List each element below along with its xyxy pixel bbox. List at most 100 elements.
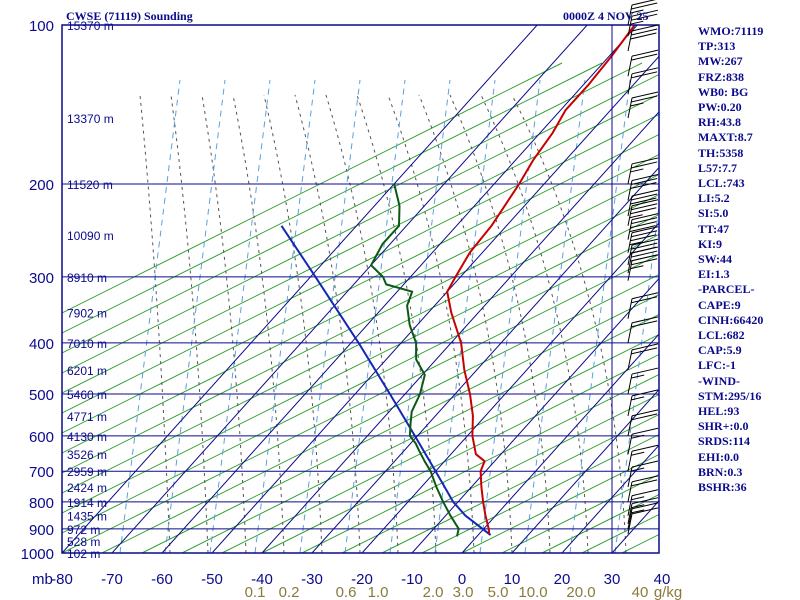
mixing-ratio-line [434,79,496,553]
mixing-ratio-label: 10.0 [518,584,547,600]
wind-barb-feather [631,230,658,238]
dry-adiabat-line [62,213,659,514]
isotherm-line [511,388,659,553]
stat-item: -WIND- [698,373,740,388]
wind-barb-feather [631,178,658,186]
stat-item: STM:295/16 [698,388,762,403]
wind-barb [627,508,633,529]
mixing-ratio-label: 1.0 [368,584,389,600]
height-label: 528 m [67,535,100,549]
isotherm-line [361,222,659,553]
stats-panel: WMO:71119 TP:313 MW:267 FRZ:838 WB0: BG PW:0.… [698,24,763,495]
stat-item: BRN:0.3 [698,464,743,479]
wind-barb [627,4,633,26]
wind-barb-feather [631,367,659,375]
wind-barb-feather [631,460,659,468]
wind-barb [627,349,633,370]
wind-barb-feather [631,67,659,75]
height-label: 15370 m [67,19,114,33]
wind-barb [627,395,633,417]
mixing-ratio-line [524,79,586,553]
wind-barb-feather [631,174,659,182]
wind-barb-feather [631,71,658,79]
wind-barb-feather [631,389,659,397]
wind-barb-feather [630,197,657,205]
stat-item: KI:9 [698,236,722,251]
wind-barb-feather [631,24,659,32]
stat-item: LCL:743 [698,176,745,191]
height-label: 8910 m [67,271,107,285]
stat-item: CAP:5.9 [698,343,742,358]
stat-item: RH:43.8 [698,115,741,130]
mixing-ratio-line [614,202,659,553]
moist-adiabat-line [480,94,589,553]
wind-barb [627,245,633,266]
dewpoint-trace [370,183,460,537]
dry-adiabat-line [62,153,659,454]
stat-item: EHI:0.0 [698,449,740,464]
height-label: 7902 m [67,306,107,320]
wind-barb [627,30,633,52]
wind-barb-half-feather [630,20,644,25]
wind-barb [627,434,633,455]
wind-barb-feather [631,91,659,99]
moist-adiabat-line [356,94,437,553]
mixing-ratio-line [164,79,226,553]
temperature-tick-label: -20 [351,571,373,588]
stat-item: BSHR:36 [698,480,747,495]
height-label: 1914 m [67,496,107,510]
mixing-ratio-line [389,79,451,553]
wind-barb-feather [630,207,657,215]
stat-item: LCL:682 [698,328,745,343]
stat-item: CINH:66420 [698,312,764,327]
stat-item: TH:5358 [698,145,744,160]
temperature-tick-label: -80 [51,571,73,588]
temperature-tick-label: 0 [458,571,466,588]
wind-barb [627,252,633,274]
height-label: 2959 m [67,465,107,479]
moist-adiabat-line [170,94,209,553]
wind-barb-half-feather [631,509,645,514]
stat-item: WMO:71119 [698,24,764,38]
wind-barb-half-feather [630,265,644,270]
stat-item: MW:267 [698,54,743,69]
isotherm-line [311,166,659,553]
wind-barb [627,415,633,436]
pressure-label: 200 [29,177,54,194]
wind-barb [627,232,633,253]
wind-barb-feather [631,479,658,487]
wind-barb-feather [631,161,658,169]
dry-adiabat-line [62,193,659,494]
wind-barb-feather [631,502,659,510]
wind-barb-feather [631,246,659,254]
wind-barb-feather [631,238,659,246]
wind-barb-feather [631,296,658,304]
wind-barb-half-feather [630,9,644,14]
wind-barb [627,451,633,472]
wind-barb-feather [630,32,657,40]
wind-barb [627,481,633,502]
wind-barb [627,322,633,343]
temperature-tick-label: -40 [251,571,273,588]
wind-barb-feather [631,258,658,266]
height-label: 102 m [67,547,100,561]
wind-barb-feather [631,489,659,497]
stat-item: PW:0.20 [698,100,742,115]
dry-adiabat-line [62,62,563,314]
height-label: 4130 m [67,430,107,444]
wind-barb-feather [631,199,659,207]
height-label: 11520 m [67,178,113,192]
wind-barb [627,16,633,37]
wind-barb [627,503,633,524]
stat-item: L57:7.7 [698,160,737,175]
wind-barb-feather [631,217,658,225]
stat-item: MAXT:8.7 [698,130,753,145]
wind-barb-feather [631,203,658,211]
height-label: 10090 m [67,229,114,243]
wind-barb [627,56,633,77]
dry-adiabat-line [62,173,659,474]
height-label: 13370 m [67,112,114,126]
wind-barb-feather [631,497,659,505]
wind-barb-feather [631,95,658,103]
stat-item: TP:313 [698,39,736,54]
